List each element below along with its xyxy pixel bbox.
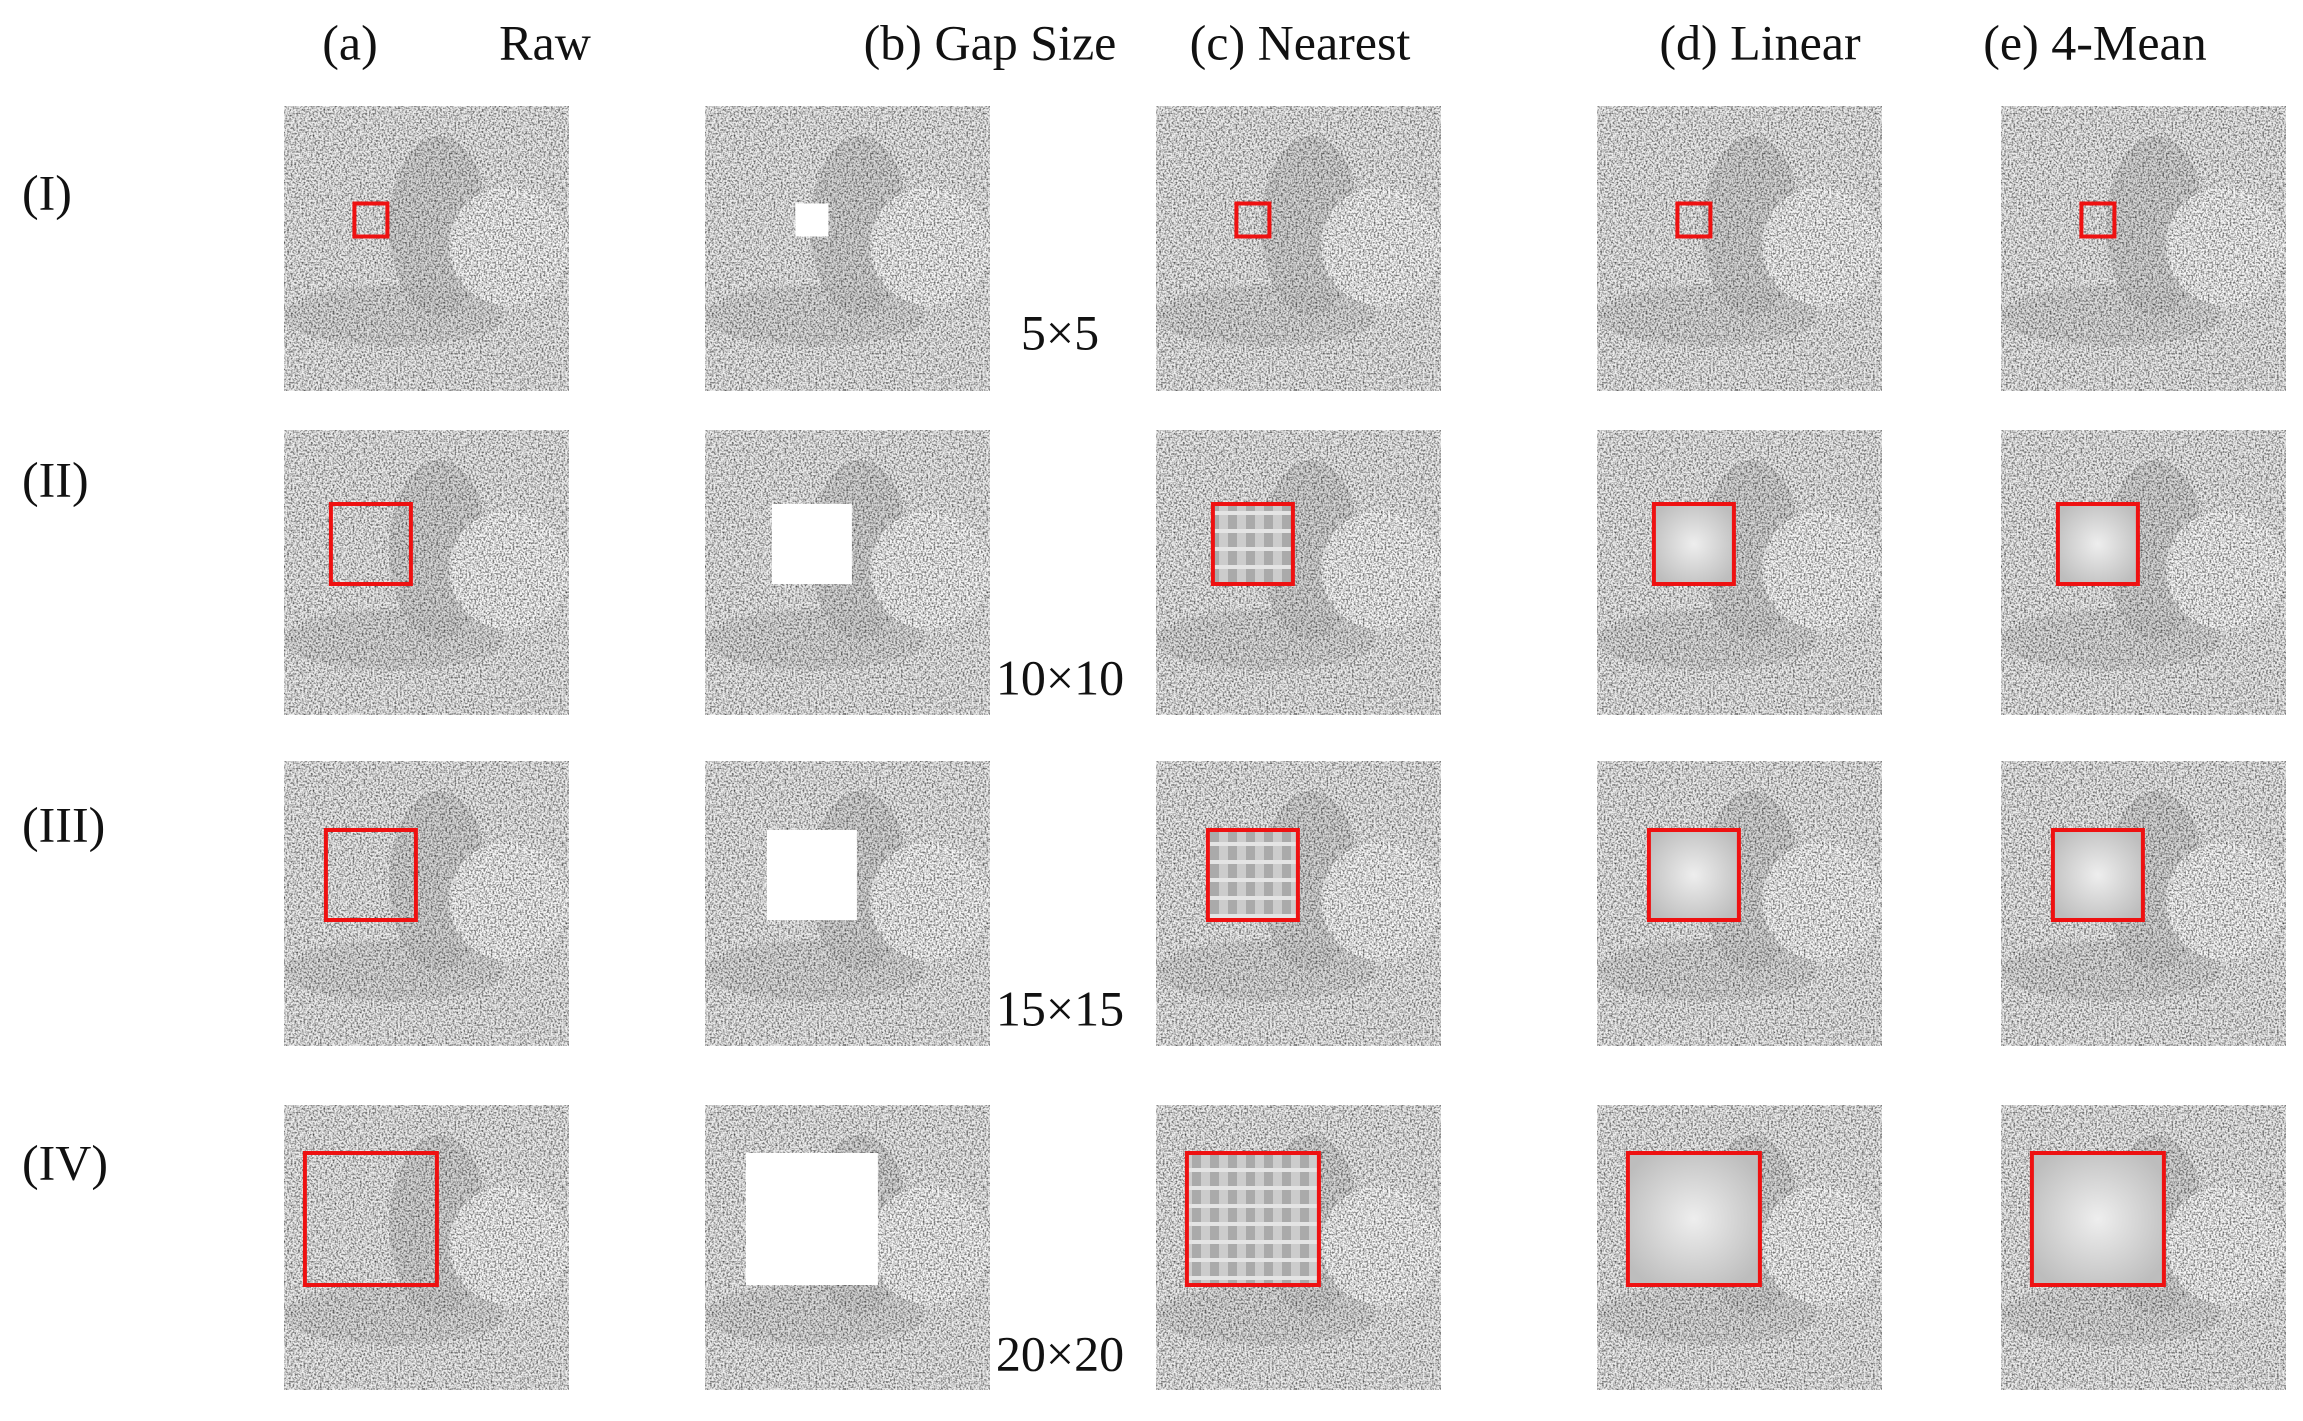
- column-header: (e) 4-Mean: [1983, 14, 2207, 70]
- red-box: [1234, 201, 1272, 239]
- red-box: [1651, 502, 1736, 586]
- row-label: (IV): [22, 1134, 108, 1190]
- smooth-fill: [2052, 830, 2143, 920]
- gap-size-label: 15×15: [996, 980, 1124, 1036]
- texture: [705, 106, 990, 391]
- column-header: (b) Gap Size: [864, 14, 1117, 70]
- gap-size-label: 20×20: [996, 1325, 1124, 1381]
- smooth-fill: [2057, 504, 2138, 584]
- image-tile: [2001, 1105, 2286, 1390]
- gap-size-label: 10×10: [996, 649, 1124, 705]
- gap: [795, 203, 829, 237]
- red-box: [1675, 201, 1713, 239]
- texture: [1597, 430, 1882, 715]
- image-tile: [284, 106, 569, 391]
- red-box: [323, 828, 418, 922]
- red-box: [328, 502, 413, 586]
- smooth-fill: [2031, 1153, 2164, 1285]
- image-tile: [1597, 430, 1882, 715]
- image-tile: [2001, 106, 2286, 391]
- column-header: (c) Nearest: [1190, 14, 1411, 70]
- image-tile: [1156, 761, 1441, 1046]
- red-box: [2050, 828, 2145, 922]
- red-box: [352, 201, 390, 239]
- red-box: [1646, 828, 1741, 922]
- texture: [284, 1105, 569, 1390]
- texture: [2001, 430, 2286, 715]
- texture: [2001, 106, 2286, 391]
- smooth-fill: [1653, 504, 1734, 584]
- gap: [771, 504, 852, 584]
- texture: [1156, 106, 1441, 391]
- figure-content: (a) Raw (b) Gap Size (c) Nearest (d) Linear (…: [22, 14, 2286, 1390]
- smooth-fill: [1627, 1153, 1760, 1285]
- red-box: [1625, 1151, 1762, 1287]
- image-tile: [1156, 430, 1441, 715]
- red-box: [2079, 201, 2117, 239]
- image-tile: [284, 1105, 569, 1390]
- image-tile: [1597, 106, 1882, 391]
- smooth-fill: [1648, 830, 1739, 920]
- texture: [1156, 430, 1441, 715]
- image-tile: [1597, 1105, 1882, 1390]
- gap: [745, 1153, 878, 1285]
- texture: [1597, 106, 1882, 391]
- nearest-fill: [1207, 830, 1298, 920]
- image-tile: [1597, 761, 1882, 1046]
- image-tile: [284, 761, 569, 1046]
- column-header: (a): [322, 14, 378, 70]
- red-box: [2029, 1151, 2166, 1287]
- red-box: [2055, 502, 2140, 586]
- row-label: (II): [22, 451, 89, 507]
- column-header: Raw: [499, 14, 591, 70]
- image-tile: [1156, 1105, 1441, 1390]
- nearest-fill: [1212, 504, 1293, 584]
- image-tile: [705, 430, 990, 715]
- red-box: [1210, 502, 1295, 586]
- texture: [284, 106, 569, 391]
- image-tile: [705, 761, 990, 1046]
- image-tile: [2001, 430, 2286, 715]
- red-box: [1205, 828, 1300, 922]
- gap: [766, 830, 857, 920]
- nearest-fill: [1186, 1153, 1319, 1285]
- image-tile: [705, 106, 990, 391]
- image-tile: [284, 430, 569, 715]
- image-tile: [2001, 761, 2286, 1046]
- red-box: [1184, 1151, 1321, 1287]
- red-box: [302, 1151, 439, 1287]
- column-header: (d) Linear: [1659, 14, 1861, 70]
- gap-size-label: 5×5: [1021, 304, 1099, 360]
- row-label: (I): [22, 164, 72, 220]
- image-tile: [1156, 106, 1441, 391]
- image-tile: [705, 1105, 990, 1390]
- row-label: (III): [22, 796, 105, 852]
- texture: [284, 430, 569, 715]
